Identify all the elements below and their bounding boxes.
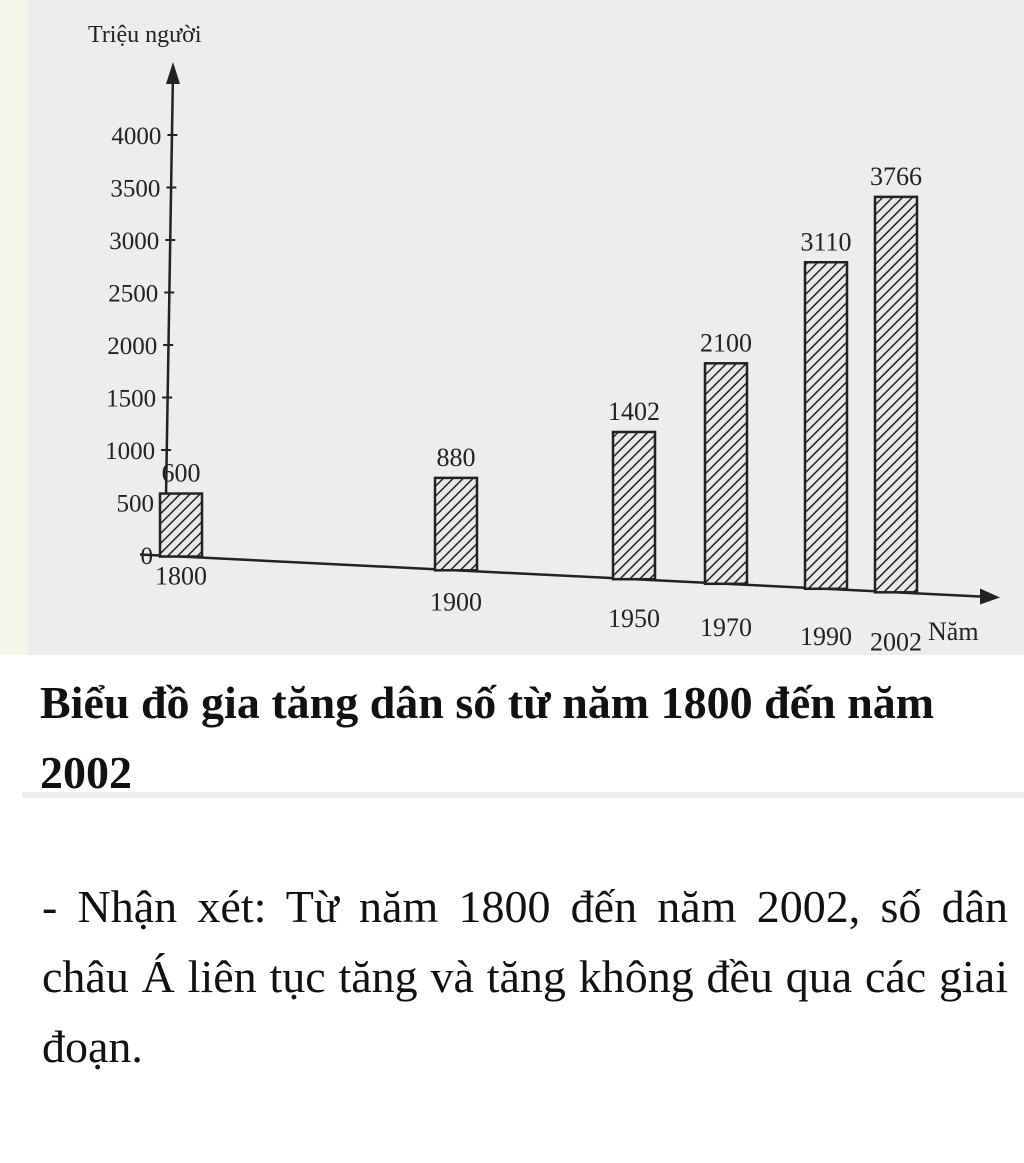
x-tick-label: 1900 (430, 587, 482, 616)
chart: Triệu người Năm 0 500 1000 1500 2000 2500 3000… (0, 0, 1024, 655)
bar-chart: Triệu người Năm 0 500 1000 1500 2000 2500 3000… (88, 22, 1000, 655)
bar (803, 261, 849, 591)
y-tick-label: 0 (141, 543, 154, 570)
y-tick-label: 3000 (109, 228, 159, 255)
bar (433, 476, 479, 572)
bar (873, 195, 919, 594)
divider (22, 792, 1024, 798)
x-tick-label: 1800 (155, 562, 207, 591)
chart-caption-title: Biểu đồ gia tăng dân số từ năm 1800 đến … (40, 677, 935, 798)
bar (158, 492, 204, 558)
x-tick-label: 2002 (870, 627, 922, 655)
x-axis-arrow (980, 588, 1000, 605)
y-axis-arrow (166, 62, 180, 84)
y-tick-label: 1000 (105, 438, 155, 465)
data-label: 3766 (870, 162, 922, 191)
y-tick-label: 2500 (108, 281, 158, 308)
x-tick-label: 1950 (608, 604, 660, 633)
y-tick-label: 500 (117, 491, 155, 518)
comment-text: - Nhận xét: Từ năm 1800 đến năm 2002, số… (42, 881, 1008, 1072)
data-label: 1402 (608, 397, 660, 426)
data-label: 600 (162, 459, 201, 488)
y-axis (163, 71, 175, 558)
bar (611, 430, 657, 581)
bar (703, 362, 749, 586)
y-tick-label: 1500 (106, 386, 156, 413)
x-axis-label: Năm (928, 617, 979, 646)
x-tick-label: 1970 (700, 613, 752, 642)
data-label: 3110 (800, 227, 851, 256)
data-label: 2100 (700, 328, 752, 357)
y-tick-label: 2000 (107, 333, 157, 360)
x-tick-label: 1990 (800, 622, 852, 651)
y-tick-label: 3500 (110, 176, 160, 203)
y-axis-label: Triệu người (88, 22, 202, 48)
data-label: 880 (437, 443, 476, 472)
x-axis (139, 553, 986, 598)
y-tick-label: 4000 (111, 123, 161, 150)
